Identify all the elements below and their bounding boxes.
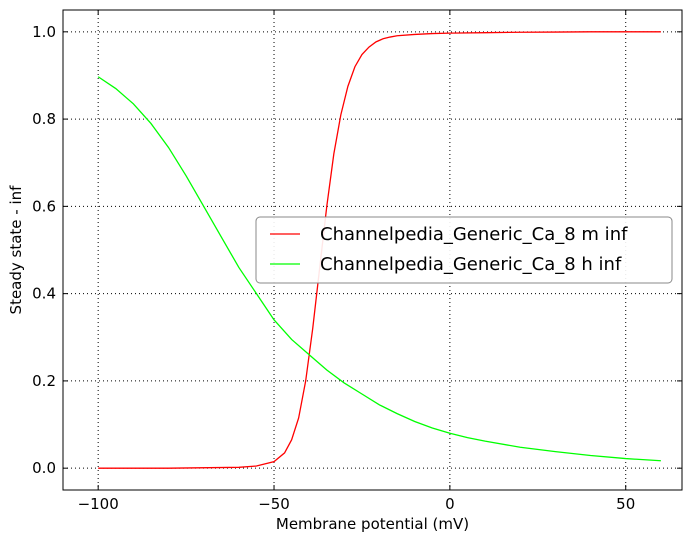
y-tick-label: 0.2 bbox=[32, 372, 56, 390]
series-line-m-inf bbox=[98, 31, 661, 469]
y-tick-label: 0.4 bbox=[32, 285, 56, 303]
series-layer bbox=[97, 31, 661, 469]
y-tick-label: 0.8 bbox=[32, 110, 56, 128]
legend: Channelpedia_Generic_Ca_8 m inf Channelpe… bbox=[255, 216, 673, 284]
x-tick-label: −100 bbox=[78, 495, 119, 513]
legend-label: Channelpedia_Generic_Ca_8 m inf bbox=[320, 224, 628, 245]
x-tick-label: 50 bbox=[616, 495, 635, 513]
plot-frame bbox=[62, 9, 683, 491]
y-tick-label: 0.0 bbox=[32, 459, 56, 477]
x-axis-label: Membrane potential (mV) bbox=[276, 515, 469, 533]
y-axis-label: Steady state - inf bbox=[7, 185, 25, 315]
x-tick-label: 0 bbox=[445, 495, 455, 513]
legend-box bbox=[255, 216, 673, 284]
y-tick-label: 1.0 bbox=[32, 23, 56, 41]
series-line-h-inf bbox=[97, 76, 661, 462]
legend-label: Channelpedia_Generic_Ca_8 h inf bbox=[320, 254, 622, 275]
y-tick-label: 0.6 bbox=[32, 197, 56, 215]
x-tick-label: −50 bbox=[258, 495, 290, 513]
ticks: −100 −50 0 50 0.0 0.2 0.4 0.6 0.8 1.0 bbox=[32, 10, 682, 513]
